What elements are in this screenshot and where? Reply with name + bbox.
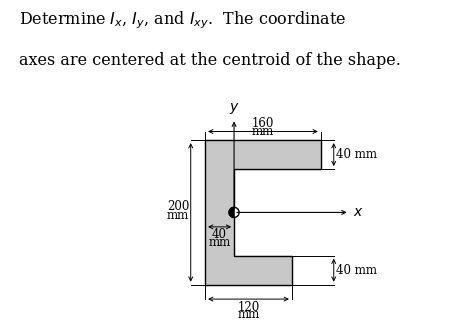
Text: 40: 40 — [212, 228, 227, 241]
Text: mm: mm — [237, 308, 260, 321]
Text: mm: mm — [209, 236, 231, 249]
Text: axes are centered at the centroid of the shape.: axes are centered at the centroid of the… — [19, 52, 401, 69]
Polygon shape — [205, 140, 321, 285]
Text: mm: mm — [252, 125, 274, 138]
Text: 160: 160 — [252, 117, 274, 130]
Text: Determine $I_x$, $I_y$, and $I_{xy}$.  The coordinate: Determine $I_x$, $I_y$, and $I_{xy}$. Th… — [19, 10, 346, 31]
Text: $y$: $y$ — [228, 101, 239, 116]
Text: 200: 200 — [167, 200, 189, 213]
Polygon shape — [229, 207, 234, 217]
Circle shape — [229, 207, 239, 217]
Text: 40 mm: 40 mm — [336, 148, 377, 161]
Text: 120: 120 — [237, 301, 260, 314]
Text: 40 mm: 40 mm — [336, 264, 377, 277]
Text: $x$: $x$ — [353, 205, 363, 219]
Text: mm: mm — [167, 209, 189, 222]
